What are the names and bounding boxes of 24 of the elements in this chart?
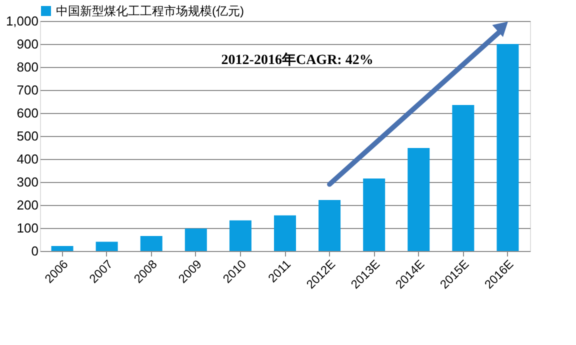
bar [363, 178, 386, 251]
y-tick-label: 100 [16, 220, 38, 236]
bar [229, 220, 252, 251]
y-tick-label: 800 [16, 60, 38, 74]
y-tick-label: 500 [16, 128, 38, 144]
bar [96, 242, 118, 251]
y-tick-label: 200 [16, 198, 38, 212]
bar [184, 228, 207, 251]
y-tick-label: 700 [16, 82, 38, 98]
bar [496, 44, 519, 251]
bar [274, 215, 296, 251]
bar [140, 236, 162, 251]
y-tick-label: 1,000 [6, 14, 38, 28]
bar [408, 148, 430, 251]
legend-label: 中国新型煤化工工程市场规模(亿元) [56, 4, 244, 18]
bar [452, 104, 474, 251]
y-tick-label: 600 [16, 106, 38, 120]
bar [51, 246, 74, 251]
y-tick-label: 300 [16, 174, 38, 190]
annotation: 2012-2016年CAGR: 42% [221, 52, 374, 68]
y-tick-label: 0 [31, 244, 38, 258]
bar [318, 200, 341, 251]
y-tick-label: 400 [16, 152, 38, 166]
y-tick-label: 900 [16, 36, 38, 52]
